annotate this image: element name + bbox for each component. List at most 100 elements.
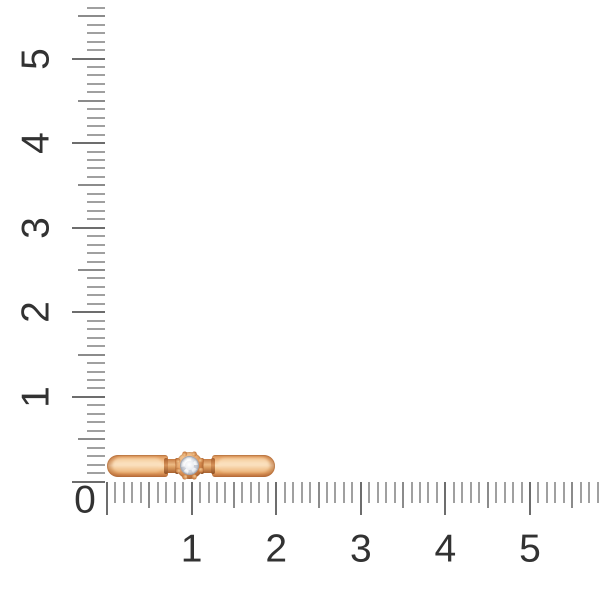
bezel-prong [191,473,198,481]
ruler-tick [87,243,105,246]
ruler-tick [122,482,125,503]
ruler-tick [300,482,303,503]
ruler-tick [579,482,582,503]
ruler-tick [596,482,599,503]
ruler-tick [283,482,286,503]
ruler-tick [452,482,455,503]
ruler-tick [402,482,405,508]
ruler-tick [224,482,227,503]
ruler-tick [87,421,105,424]
ruler-tick [87,91,105,94]
ruler-tick [87,252,105,255]
ruler-tick [258,482,261,503]
ruler-tick [87,328,105,331]
ruler-tick [537,482,540,503]
ruler-tick [87,294,105,297]
ruler-tick [72,480,105,483]
ruler-tick [444,482,447,515]
ruler-tick [529,482,531,515]
ruler-tick [215,482,218,503]
ruler-tick [317,482,320,508]
ruler-tick [469,482,472,503]
ruler-tick [139,482,142,503]
ruler-tick [588,482,591,503]
ruler-tick [87,65,105,68]
v-ruler-label-3: 3 [14,216,58,239]
ruler-tick [325,482,328,503]
ruler-tick [87,378,105,381]
ruler-tick [87,209,105,212]
ruler-tick [87,285,105,288]
ring-band-left [107,455,168,477]
ruler-tick [87,82,105,85]
ring-band-right [212,455,275,477]
ruler-tick [520,482,523,503]
ruler-tick [87,412,105,415]
ruler-tick [106,482,108,515]
ruler-tick [503,482,506,503]
ruler-tick [376,482,379,503]
v-ruler-label-2: 2 [14,301,58,324]
ruler-tick [87,319,105,322]
ruler-tick [87,455,105,458]
ruler-tick [241,482,244,503]
ruler-tick [87,463,105,466]
ruler-tick [249,482,252,503]
ruler-tick [72,142,105,145]
h-ruler-label-1: 1 [180,527,203,571]
ruler-tick [148,482,151,508]
ruler-tick [266,482,269,503]
ruler-origin-label: 0 [74,478,96,522]
ruler-tick [72,57,105,60]
ruler-tick [199,482,202,503]
ruler-tick [78,99,105,102]
ruler-tick [114,482,117,503]
ruler-tick [72,226,105,229]
ruler-tick [78,438,105,441]
ruler-tick [427,482,430,503]
ruler-tick [545,482,548,503]
ruler-tick [495,482,498,503]
h-ruler-label-3: 3 [349,527,372,571]
ruler-tick [190,482,193,515]
ruler-tick [571,482,574,508]
ruler-tick [72,395,105,398]
ruler-tick [512,482,515,503]
ruler-tick [207,482,210,503]
ruler-tick [461,482,464,503]
ruler-tick [562,482,565,503]
ruler-tick [87,108,105,111]
ruler-tick [334,482,337,503]
ruler-tick [87,49,105,52]
ruler-tick [87,125,105,128]
ruler-tick [87,32,105,35]
h-ruler-label-4: 4 [434,527,457,571]
ruler-tick [87,175,105,178]
ruler-tick [87,116,105,119]
ruler-tick [342,482,345,503]
h-ruler-label-5: 5 [519,527,541,571]
ruler-tick [486,482,489,508]
ruler-tick [359,482,362,515]
ruler-tick [385,482,388,503]
ruler-tick [78,269,105,271]
ruler-tick [87,218,105,221]
ruler-tick [87,446,105,449]
ruler-tick [87,302,105,305]
ruler-tick [78,15,105,18]
ruler-tick [87,74,105,77]
ruler-tick [87,362,105,365]
ruler-tick [87,472,105,475]
ring-setting-bezel [174,450,205,481]
ruler-tick [435,482,438,503]
h-ruler-label-2: 2 [265,527,288,571]
ruler-tick [368,482,371,503]
ruler-tick [410,482,413,503]
ruler-tick [87,192,105,195]
ruler-tick [478,482,481,503]
ruler-tick [419,482,422,503]
ruler-tick [87,133,105,136]
v-ruler-label-1: 1 [14,386,58,408]
ruler-tick [87,150,105,153]
